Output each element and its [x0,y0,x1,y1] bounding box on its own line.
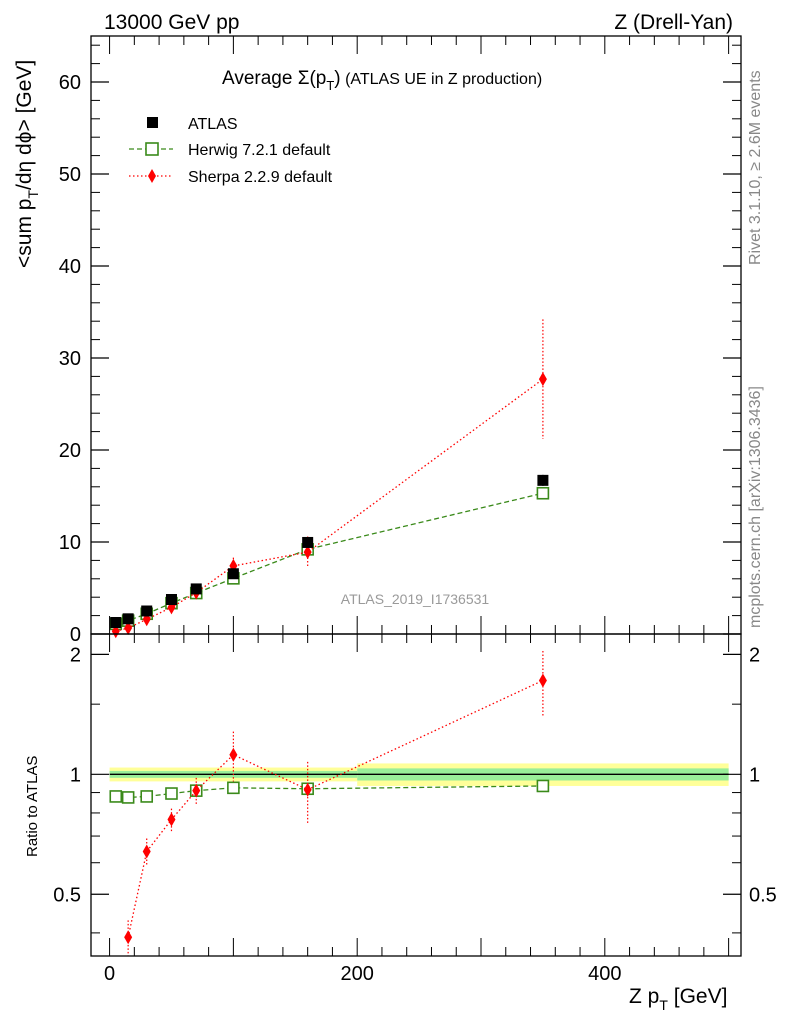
top-ytick-label-0: 0 [70,624,81,646]
ratio-herwig-point-3 [165,787,178,800]
x-axis-label: Z pT [GeV] [629,985,727,1013]
top-ytick-label-5: 50 [59,164,81,186]
xlabel-sub: T [659,997,668,1013]
legend-atlas-marker [147,117,158,128]
ratio-frame [90,633,742,957]
ratio-herwig-point-0 [109,790,123,803]
ratio-sherpa-point-5 [303,782,312,797]
header-left-label: 13000 GeV pp [104,11,239,34]
ratio-ytick-label-0: 0.5 [53,884,81,906]
ratio-ytick-label-right-2: 2 [749,644,760,666]
rivet-label: Rivet 3.1.10, ≥ 2.6M events [747,70,764,265]
analysis-watermark: ATLAS_2019_I1736531 [341,591,490,607]
top-atlas-point-7 [537,474,549,486]
top-ytick-label-1: 10 [59,532,81,554]
top-atlas-point-1 [122,613,134,625]
top-atlas-point-2 [141,605,153,617]
ratio-sherpa-point-6 [538,673,547,688]
main-plot-title: Average Σ(pT) (ATLAS UE in Z production) [222,68,542,93]
title-sigma: Σ(p [298,68,327,89]
ratio-sherpa-point-4 [229,747,238,762]
legend-sherpa-label: Sherpa 2.2.9 default [188,169,333,186]
xlabel-b: [GeV] [668,985,728,1008]
title-close: ) [334,68,340,89]
ratio-plot-area [109,650,729,956]
ylabel-sub: T [25,190,41,199]
top-y-axis-label: <sum pT/dη dϕ> [GeV] [13,60,41,268]
ylabel-a: <sum p [13,199,36,268]
legend-atlas-label: ATLAS [188,116,238,133]
top-sherpa-point-6 [303,545,312,560]
ratio-sherpa-point-1 [142,844,151,859]
ratio-herwig-point-2 [140,790,154,803]
plot-frames: 0 10 20 30 40 50 60 0 200 400 0.5 0.5 1 1 2 2 [53,35,777,985]
top-sherpa-point-7 [538,372,547,387]
ratio-herwig-point-7 [536,779,550,793]
top-herwig-point-7 [536,486,550,500]
title-rest: (ATLAS UE in Z production) [341,71,543,88]
ratio-sherpa-point-2 [167,812,176,827]
top-ytick-label-3: 30 [59,348,81,370]
ratio-sherpa-point-0 [124,930,133,945]
ratio-ytick-label-right-0: 0.5 [749,884,777,906]
top-atlas-point-0 [110,617,122,628]
top-ytick-label-2: 20 [59,440,81,462]
ratio-herwig-point-1 [121,791,135,804]
top-atlas-point-3 [165,594,177,605]
ratio-herwig-line [115,785,543,799]
top-atlas-point-4 [190,583,202,595]
bottom-y-axis-label: Ratio to ATLAS [24,756,41,857]
xtick-label-2: 400 [588,963,621,985]
ratio-ytick-label-1: 1 [70,764,81,786]
ratio-ytick-label-right-1: 1 [749,764,760,786]
legend-herwig-marker [145,142,159,156]
top-ytick-label-4: 40 [59,256,81,278]
mcplots-label: mcplots.cern.ch [arXiv:1306.3436] [747,386,764,628]
ratio-herwig-point-5 [227,781,240,795]
xtick-label-0: 0 [104,963,115,985]
ratio-ytick-label-2: 2 [70,644,81,666]
xtick-label-1: 200 [341,963,374,985]
ratio-sherpa-point-3 [192,783,201,798]
legend-sherpa-marker [148,169,156,183]
top-atlas-point-6 [302,536,314,548]
header-right-label: Z (Drell-Yan) [614,11,733,34]
xlabel-a: Z p [629,985,659,1008]
title-main: Average [222,68,298,89]
title-sub: T [326,78,334,93]
top-plot-area [109,319,550,639]
legend-herwig-label: Herwig 7.2.1 default [188,142,331,159]
ratio-sherpa-line [127,679,544,938]
top-ytick-label-6: 60 [59,72,81,94]
top-sherpa-point-1 [124,621,133,636]
legend: ATLAS Herwig 7.2.1 default Sherpa 2.2.9 … [129,116,333,186]
ylabel-b: /dη dϕ> [GeV] [13,60,36,190]
top-atlas-point-5 [227,568,239,580]
